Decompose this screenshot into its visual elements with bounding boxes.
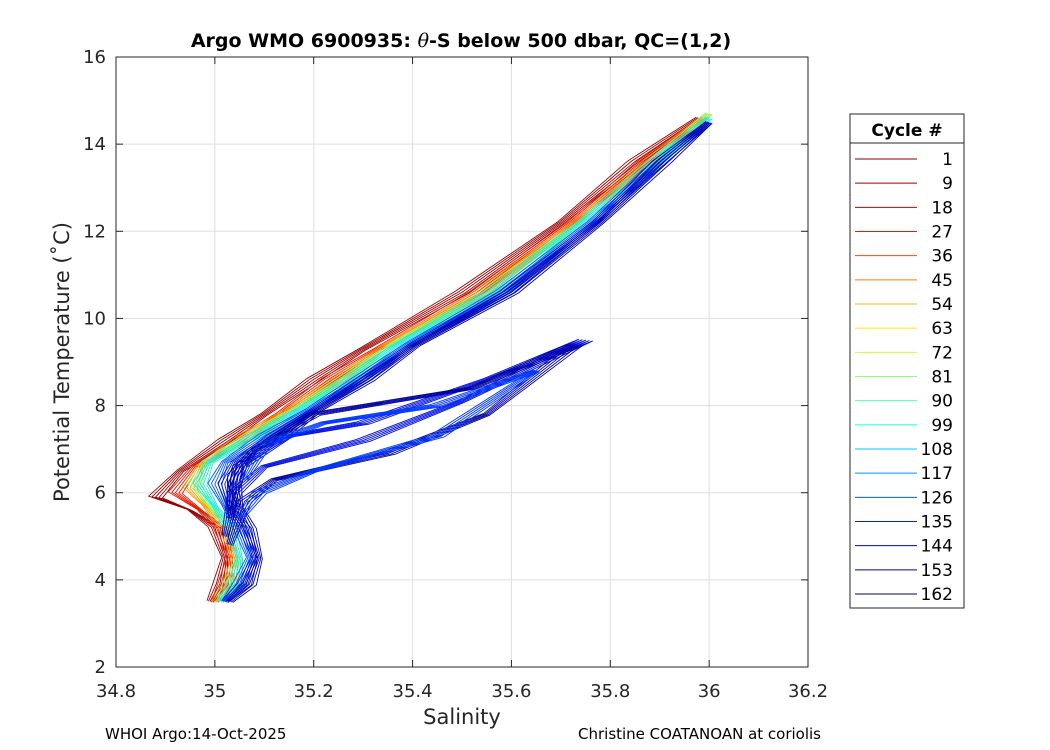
series-line: [227, 343, 573, 545]
y-tick-label: 6: [95, 483, 106, 504]
y-axis-label: Potential Temperature (˚C): [50, 222, 74, 502]
y-tick-label: 2: [95, 657, 106, 678]
footer-credit-right: Christine COATANOAN at coriolis: [578, 725, 821, 743]
plot-frame: [115, 56, 809, 668]
series-line: [224, 339, 587, 537]
x-tick-label: 36: [698, 681, 721, 702]
y-tick-label: 8: [95, 396, 106, 417]
series-line: [237, 369, 536, 519]
series-line: [207, 121, 707, 602]
series-line: [242, 371, 540, 521]
legend-entry-label: 144: [921, 537, 953, 557]
legend-entry-label: 36: [931, 247, 953, 267]
series-line: [229, 344, 577, 546]
series-line: [148, 116, 697, 601]
legend-entry-label: 153: [921, 561, 953, 581]
series-line: [171, 117, 703, 602]
legend-entry-label: 99: [931, 416, 953, 436]
y-tick-label: 14: [83, 134, 106, 155]
y-tick-label: 12: [83, 221, 106, 242]
x-tick-label: 35.6: [491, 681, 531, 702]
title-suffix: -S below 500 dbar, QC=(1,2): [429, 30, 731, 52]
series-line: [222, 339, 583, 536]
legend-entry-label: 18: [931, 198, 953, 218]
legend-entry-label: 45: [931, 271, 953, 291]
y-tick-label: 10: [83, 308, 106, 329]
legend-entry-label: 162: [921, 585, 953, 605]
title-prefix: Argo WMO 6900935:: [191, 30, 418, 52]
legend-entry-label: 135: [921, 513, 953, 533]
series-line: [158, 118, 701, 603]
x-axis-label: Salinity: [423, 705, 501, 729]
series-line: [192, 116, 707, 602]
legend-entry-label: 72: [931, 343, 953, 363]
series-line: [210, 121, 708, 602]
legend-entry-label: 117: [921, 464, 953, 484]
series-lines: [148, 112, 713, 603]
x-tick-label: 35.4: [393, 681, 433, 702]
series-line: [226, 343, 570, 545]
series-line: [226, 121, 707, 602]
series-line: [167, 116, 702, 601]
legend-entry-label: 81: [931, 368, 953, 388]
x-tick-label: 36.2: [788, 681, 828, 702]
series-line: [240, 370, 539, 520]
series-line: [225, 340, 590, 537]
series-line: [232, 122, 713, 603]
series-line: [196, 117, 708, 602]
series-line: [217, 121, 707, 602]
series-line: [199, 117, 710, 602]
series-line: [227, 340, 593, 538]
footer-credit-left: WHOI Argo:14-Oct-2025: [105, 725, 287, 743]
x-tick-label: 35: [203, 681, 226, 702]
series-line: [182, 112, 707, 602]
series-line: [203, 118, 711, 603]
legend-entry-label: 9: [942, 174, 953, 194]
legend-entry-label: 126: [921, 488, 953, 508]
series-line: [151, 117, 699, 602]
y-tick-label: 4: [95, 570, 106, 591]
chart-title: Argo WMO 6900935: θ-S below 500 dbar, QC…: [191, 30, 731, 52]
series-line: [239, 370, 537, 520]
x-tick-label: 35.8: [590, 681, 630, 702]
legend-entry-label: 63: [931, 319, 953, 339]
legend-entry-label: 54: [931, 295, 953, 315]
series-line: [155, 117, 700, 602]
legend: Cycle # 19182736455463728190991081171261…: [849, 113, 965, 609]
axis-ticks: 34.8 35 35.2 35.4 35.6 35.8 36 36.2 2 4 6 8 10 12 14 16: [83, 47, 828, 702]
series-line: [236, 369, 534, 519]
y-tick-label: 16: [83, 47, 106, 68]
x-tick-label: 34.8: [96, 681, 136, 702]
x-tick-label: 35.2: [294, 681, 334, 702]
legend-entry-label: 1: [942, 150, 953, 170]
legend-entries: 1 9 18 27 36 45 54 63 72 81 90 99 108 117 126 135 144 153…: [855, 150, 953, 605]
series-line: [230, 344, 580, 546]
legend-entry-label: 27: [931, 223, 953, 243]
legend-entry-label: 108: [921, 440, 953, 460]
legend-entry-label: 90: [931, 392, 953, 412]
plot-area: [116, 57, 808, 667]
legend-title: Cycle #: [871, 121, 942, 141]
series-line: [206, 118, 713, 603]
title-theta-symbol: θ: [418, 30, 430, 52]
legend-box: [849, 113, 965, 609]
